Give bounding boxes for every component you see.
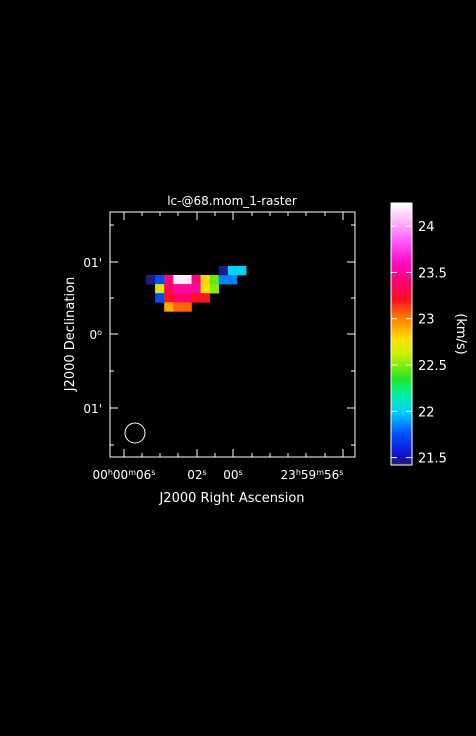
x-tick-seconds: 02 (187, 468, 202, 482)
map-pixel-10 (218, 265, 229, 276)
x-tick-seconds-unit: s (203, 468, 207, 477)
x-tick-minutes: 59 (301, 468, 316, 482)
x-tick-label: 02s (187, 468, 206, 482)
map-pixel-18 (200, 284, 210, 294)
map-pixel-0 (146, 275, 156, 285)
map-pixel-9 (227, 275, 238, 285)
colorbar-tick-label: 21.5 (418, 452, 447, 467)
map-pixel-1 (155, 275, 165, 285)
map-pixel-28 (182, 302, 192, 312)
map-pixel-6 (200, 275, 210, 285)
y-tick-value: 01' (83, 402, 102, 416)
map-pixel-26 (164, 302, 174, 312)
y-tick-label: 01' (83, 402, 102, 416)
map-pixel-8 (218, 275, 229, 285)
plot-frame (109, 211, 356, 458)
x-tick-seconds: 06 (136, 468, 151, 482)
y-tick-value: 01' (83, 256, 102, 270)
x-tick-label: 23h59m56s (281, 468, 344, 482)
map-pixel-23 (182, 293, 192, 303)
map-pixel-27 (173, 302, 183, 312)
x-tick-seconds-unit: s (239, 468, 243, 477)
map-pixel-22 (173, 293, 183, 303)
axis-ticks (110, 212, 355, 457)
moment-map-pixels (146, 265, 247, 312)
colorbar-tick-label: 22.5 (418, 359, 447, 374)
x-tick-minutes: 00 (113, 468, 128, 482)
map-pixel-14 (164, 284, 174, 294)
colorbar-tick-label: 22 (418, 405, 435, 420)
map-pixel-2 (164, 275, 174, 285)
y-tick-label: 0o (89, 328, 102, 342)
x-tick-seconds: 00 (223, 468, 238, 482)
x-tick-minutes-unit: m (316, 468, 324, 477)
map-pixel-19 (209, 284, 220, 294)
map-pixel-21 (164, 293, 174, 303)
map-pixel-5 (191, 275, 201, 285)
x-tick-seconds: 56 (324, 468, 339, 482)
x-axis-label: J2000 Right Ascension (158, 491, 304, 506)
y-tick-unit: o (97, 328, 102, 337)
colorbar-label: (km/s) (453, 313, 468, 355)
x-tick-seconds-unit: s (339, 468, 343, 477)
x-tick-seconds-unit: s (151, 468, 155, 477)
map-pixel-7 (209, 275, 220, 285)
map-pixel-3 (173, 275, 183, 285)
map-pixel-20 (155, 293, 165, 303)
x-tick-minutes-unit: m (128, 468, 136, 477)
x-tick-hours-unit: h (296, 468, 301, 477)
y-tick-label: 01' (83, 256, 102, 270)
beam-ellipse (124, 422, 146, 444)
x-tick-hours-unit: h (108, 468, 113, 477)
x-tick-label: 00h00m06s (93, 468, 156, 482)
x-tick-hours: 23 (281, 468, 296, 482)
y-tick-labels: 01' 0o 01' (83, 256, 102, 416)
plot-title: lc-@68.mom_1-raster (167, 194, 297, 208)
map-pixel-24 (191, 293, 201, 303)
map-pixel-17 (191, 284, 201, 294)
map-pixel-11 (227, 265, 238, 276)
colorbar-ticks: 24 23.5 23 22.5 22 21.5 (391, 220, 447, 467)
colorbar-tick-label: 24 (418, 220, 435, 235)
colorbar (390, 202, 413, 466)
colorbar-tick-label: 23 (418, 313, 435, 328)
colorbar-tick-label: 23.5 (418, 266, 447, 281)
x-tick-hours: 00 (93, 468, 108, 482)
map-pixel-13 (155, 284, 165, 294)
x-tick-labels: 00h00m06s 02s 00s 23h59m56s (93, 468, 344, 482)
map-pixel-12 (237, 265, 247, 276)
map-pixel-15 (173, 284, 183, 294)
map-pixel-4 (182, 275, 192, 285)
map-pixel-16 (182, 284, 192, 294)
y-tick-value: 0 (89, 328, 97, 342)
y-axis-label: J2000 Declination (63, 277, 78, 393)
x-tick-label: 00s (223, 468, 242, 482)
map-pixel-25 (200, 293, 210, 303)
